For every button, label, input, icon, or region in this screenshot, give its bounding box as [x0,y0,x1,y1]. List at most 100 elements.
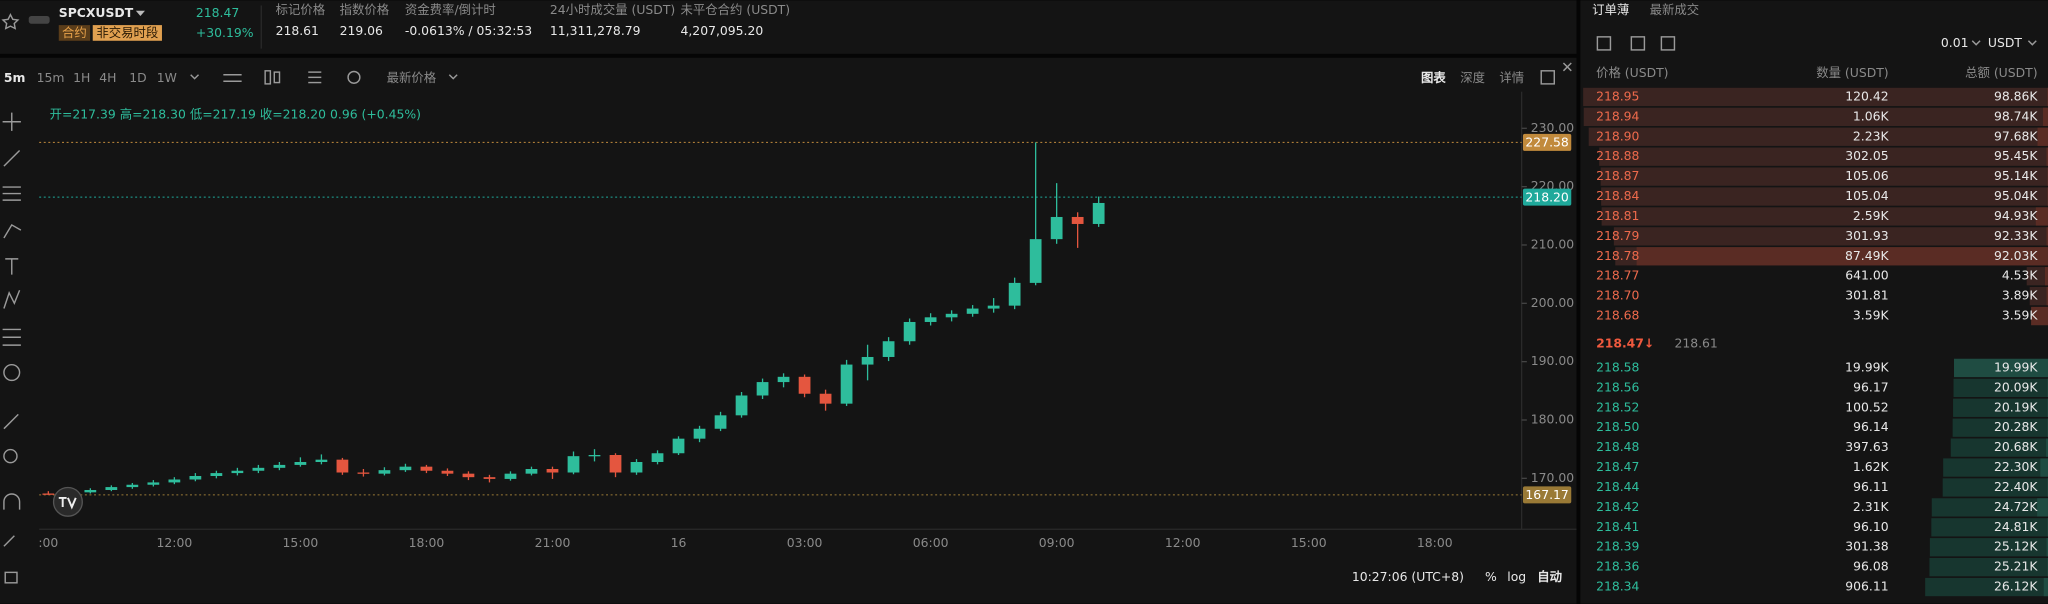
book-total: 97.68K [1994,128,2038,143]
book-total: 95.14K [1994,168,2038,183]
candle-body [168,479,181,483]
depth-bar [2029,286,2048,306]
candle-body [735,395,748,416]
book-quantity: 2.59K [1853,208,1890,223]
depth-bar [1931,498,2048,517]
candle-body [903,321,916,342]
unit[interactable]: USDT [1988,35,2022,50]
book-total: 19.99K [1994,359,2038,374]
symbol[interactable]: SPCXUSDT [59,5,134,20]
percent-toggle[interactable]: % [1485,569,1497,584]
depth-bar [1931,518,2048,537]
close-icon[interactable] [1562,62,1572,72]
view-tab[interactable]: 详情 [1499,70,1524,85]
book-total: 20.19K [1994,399,2038,414]
layout-icons [1596,36,2037,51]
tool-icon[interactable] [3,493,21,510]
book-quantity: 96.10 [1853,519,1889,534]
quantity-bar [2046,438,2048,457]
book-total: 92.03K [1994,248,2038,263]
book-price: 218.39 [1596,539,1639,554]
fullscreen-icon[interactable] [1540,70,1556,85]
view-tab[interactable]: 图表 [1421,70,1446,85]
book-total: 98.74K [1994,108,2038,123]
order-book: 218.95 120.42 98.86K 218.94 1.06K 98.74K 218.9… [1583,87,2048,597]
stats: 标记价格 218.61 指数价格 219.06 资金费率/倒计时 -0.0613% / 0… [276,2,791,38]
book-quantity: 96.11 [1853,479,1888,494]
candle-body [462,473,475,478]
interval[interactable]: 1H [73,70,90,85]
book-total: 3.59K [2002,308,2039,323]
layout-icon[interactable] [1596,36,1612,51]
interval-dropdown[interactable] [190,74,200,80]
depth-bar [1583,87,2048,107]
price-type-dropdown[interactable] [448,74,458,80]
precision-dropdown[interactable] [1971,40,1981,46]
favorite-star[interactable] [1,13,20,30]
interval[interactable]: 4H [99,70,116,85]
tool-icon[interactable] [3,149,21,167]
book-price: 218.41 [1596,519,1639,534]
tool-icon[interactable] [3,535,15,547]
y-tick-label: 180.00 [1531,411,1574,426]
tool-icon[interactable] [5,258,19,275]
interval[interactable]: 1W [157,70,177,85]
tag: 合约 [62,25,87,40]
book-quantity: 3.59K [1853,308,1890,323]
book-total: 24.81K [1994,519,2038,534]
stat-value: 4,207,095.20 [680,23,763,38]
candle-body [231,470,244,474]
book-total: 25.12K [1994,539,2038,554]
book-total: 20.68K [1994,439,2038,454]
book-price: 218.58 [1596,359,1639,374]
auto-toggle[interactable]: 自动 [1537,569,1562,584]
interval[interactable]: 5m [4,70,26,85]
tool-icon[interactable] [4,571,18,584]
log-toggle[interactable]: log [1507,569,1526,584]
depth-bar [1599,147,2048,166]
book-price: 218.77 [1596,268,1639,283]
book-quantity: 105.04 [1845,188,1888,203]
order-book-tab[interactable]: 订单薄 [1592,2,1629,17]
candle-body [294,461,307,465]
column-header: 价格 (USDT) [1596,65,1668,80]
interval[interactable]: 15m [37,70,65,85]
layout-icon[interactable] [1660,36,1676,51]
tool-icon[interactable] [3,363,21,382]
quantity-bar [2046,147,2048,166]
candle-body [882,341,895,357]
tool-icon[interactable] [3,413,19,430]
book-quantity: 87.49K [1845,248,1889,263]
tool-icon[interactable] [3,289,21,309]
candle-type-icon[interactable] [273,71,281,84]
settings-icon[interactable] [347,70,361,84]
precision[interactable]: 0.01 [1941,35,1969,50]
unit-dropdown[interactable] [2027,40,2037,46]
tool-icon[interactable] [2,328,21,346]
trades-tab[interactable]: 最新成交 [1650,2,1700,17]
candle-type-icon[interactable] [264,70,272,85]
layout-icon[interactable] [1630,36,1646,51]
x-tick-label: 18:00 [409,535,445,550]
book-price: 218.87 [1596,168,1639,183]
quantity-bar [2043,577,2048,597]
book-price: 218.52 [1596,399,1639,414]
ohlc-low: 低=217.19 [190,106,256,121]
interval[interactable]: 1D [129,70,146,85]
depth-bar [1929,558,2048,577]
quantity-bar [2046,286,2048,306]
book-price: 218.36 [1596,559,1639,574]
candle-body [819,393,832,404]
symbol-dropdown[interactable] [135,10,145,16]
tool-icon[interactable] [3,223,22,239]
book-total: 25.21K [1994,559,2038,574]
tool-icon[interactable] [3,448,18,464]
view-tab[interactable]: 深度 [1460,70,1485,85]
price-type[interactable]: 最新价格 [387,70,437,85]
column-header: 数量 (USDT) [1816,65,1888,80]
candle-body [105,487,118,491]
candle-body [378,470,391,474]
x-tick-label: 18:00 [1417,535,1453,550]
depth-bar [1929,538,2048,557]
book-quantity: 105.06 [1845,168,1888,183]
